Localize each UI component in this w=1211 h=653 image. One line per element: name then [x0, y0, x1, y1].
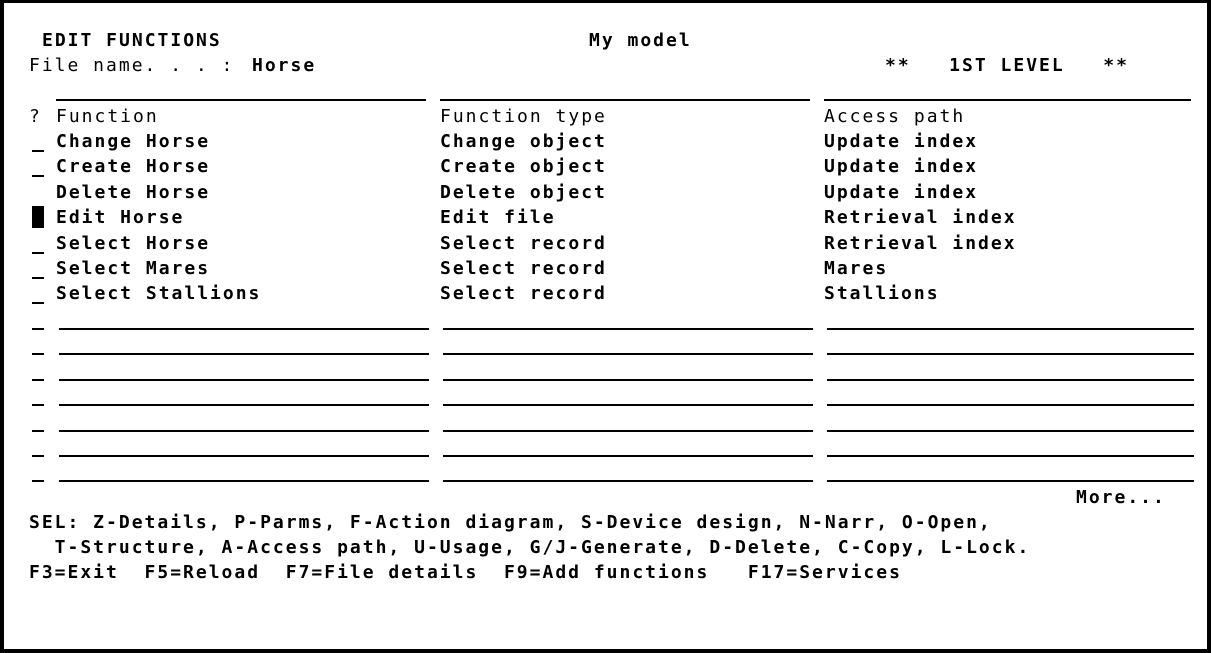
- empty-type-field[interactable]: [443, 429, 813, 432]
- empty-function-field[interactable]: [59, 455, 429, 457]
- level-indicator: ** 1ST LEVEL **: [885, 55, 1129, 76]
- empty-function-field[interactable]: [59, 480, 429, 483]
- empty-select-field[interactable]: [32, 353, 44, 356]
- row-select-field[interactable]: [32, 251, 44, 254]
- function-name: Edit Horse: [56, 207, 185, 229]
- function-type: Select record: [440, 232, 607, 254]
- empty-type-field[interactable]: [443, 378, 813, 381]
- header-function: Function: [56, 106, 159, 127]
- empty-access-field[interactable]: [827, 353, 1194, 356]
- empty-access-field[interactable]: [827, 404, 1194, 407]
- function-type: Create object: [440, 156, 607, 178]
- access-path: Retrieval index: [824, 232, 1017, 254]
- column-rule: [440, 99, 810, 101]
- sel-help-line-1: SEL: Z-Details, P-Parms, F-Action diagra…: [29, 512, 992, 533]
- model-name: My model: [589, 30, 692, 51]
- function-type: Delete object: [440, 181, 607, 203]
- empty-select-field[interactable]: [32, 404, 44, 407]
- row-select-field[interactable]: [32, 201, 44, 203]
- empty-select-field[interactable]: [32, 378, 44, 381]
- empty-type-field[interactable]: [443, 480, 813, 483]
- access-path: Update index: [824, 131, 979, 152]
- empty-function-field[interactable]: [59, 378, 429, 381]
- empty-type-field[interactable]: [443, 328, 813, 330]
- row-select-field[interactable]: [32, 277, 44, 279]
- more-indicator: More...: [1076, 487, 1166, 508]
- empty-function-field[interactable]: [59, 328, 429, 330]
- screen-title: EDIT FUNCTIONS: [42, 30, 222, 51]
- function-name: Delete Horse: [56, 181, 211, 203]
- function-type: Select record: [440, 283, 607, 305]
- access-path: Mares: [824, 258, 889, 279]
- function-name: Select Stallions: [56, 283, 262, 305]
- row-select-field[interactable]: [32, 175, 44, 178]
- file-name-label: File name. . . :: [29, 55, 235, 76]
- file-name-value: Horse: [252, 55, 317, 76]
- empty-function-field[interactable]: [59, 353, 429, 356]
- header-function-type: Function type: [440, 106, 607, 127]
- function-keys[interactable]: F3=Exit F5=Reload F7=File details F9=Add…: [29, 562, 902, 583]
- empty-function-field[interactable]: [59, 429, 429, 432]
- header-sel: ?: [29, 106, 42, 127]
- access-path: Stallions: [824, 283, 940, 305]
- sel-help-line-2: T-Structure, A-Access path, U-Usage, G/J…: [29, 537, 1031, 558]
- function-type: Change object: [440, 131, 607, 152]
- empty-function-field[interactable]: [59, 404, 429, 407]
- empty-select-field[interactable]: [32, 480, 44, 483]
- empty-select-field[interactable]: [32, 429, 44, 432]
- row-select-field[interactable]: [32, 150, 44, 152]
- empty-access-field[interactable]: [827, 378, 1194, 381]
- function-name: Change Horse: [56, 131, 211, 152]
- empty-access-field[interactable]: [827, 455, 1194, 457]
- access-path: Retrieval index: [824, 207, 1017, 229]
- row-select-field[interactable]: [32, 302, 44, 305]
- empty-select-field[interactable]: [32, 328, 44, 330]
- header-access-path: Access path: [824, 106, 966, 127]
- empty-access-field[interactable]: [827, 480, 1194, 483]
- empty-type-field[interactable]: [443, 404, 813, 407]
- column-rule: [824, 99, 1191, 101]
- access-path: Update index: [824, 156, 979, 178]
- function-name: Select Horse: [56, 232, 211, 254]
- empty-type-field[interactable]: [443, 353, 813, 356]
- empty-access-field[interactable]: [827, 328, 1194, 330]
- empty-select-field[interactable]: [32, 455, 44, 457]
- access-path: Update index: [824, 181, 979, 203]
- function-type: Select record: [440, 258, 607, 279]
- column-rule: [56, 99, 426, 101]
- empty-type-field[interactable]: [443, 455, 813, 457]
- function-type: Edit file: [440, 207, 556, 229]
- function-name: Create Horse: [56, 156, 211, 178]
- cursor-select-field[interactable]: [32, 206, 44, 229]
- empty-access-field[interactable]: [827, 429, 1194, 432]
- function-name: Select Mares: [56, 258, 211, 279]
